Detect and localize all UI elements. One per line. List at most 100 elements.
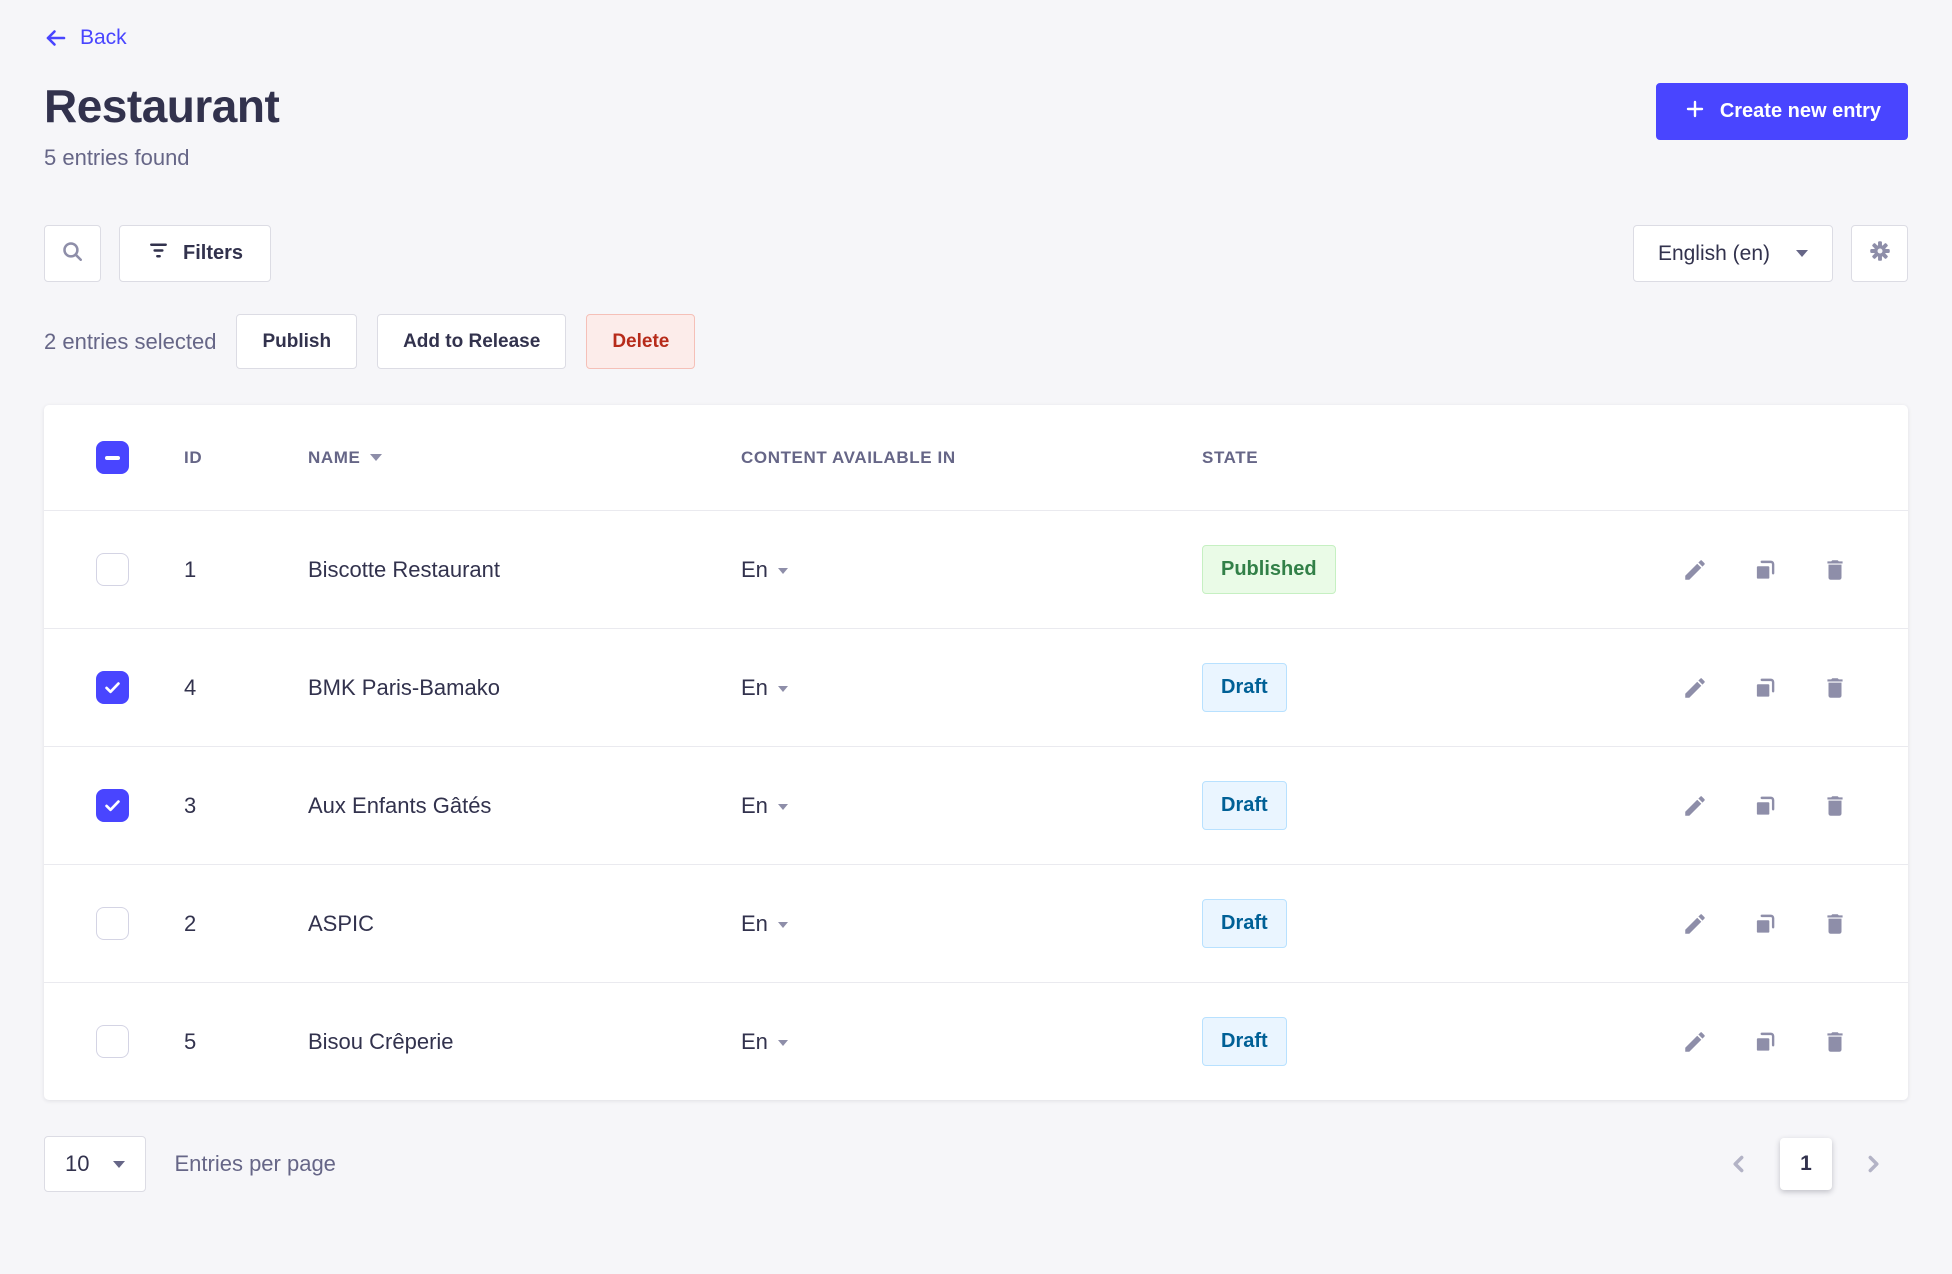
- delete-row-button[interactable]: [1822, 793, 1848, 819]
- trash-icon: [1827, 1031, 1843, 1052]
- row-locale-select[interactable]: En: [741, 557, 1202, 583]
- table-row[interactable]: 1 Biscotte Restaurant En Published: [44, 510, 1908, 628]
- row-name: ASPIC: [308, 910, 375, 936]
- checkmark-icon: [105, 800, 120, 812]
- column-header-content-available-in[interactable]: CONTENT AVAILABLE IN: [741, 447, 956, 467]
- edit-button[interactable]: [1682, 1029, 1708, 1055]
- table-row[interactable]: 4 BMK Paris-Bamako En Draft: [44, 628, 1908, 746]
- trash-icon: [1827, 559, 1843, 580]
- search-button[interactable]: [44, 225, 101, 282]
- column-header-state[interactable]: STATE: [1202, 447, 1259, 467]
- settings-button[interactable]: [1851, 225, 1908, 282]
- pagination-bar: 10 Entries per page 1: [44, 1136, 1908, 1192]
- caret-down-icon: [1796, 250, 1808, 257]
- back-link[interactable]: Back: [44, 26, 127, 50]
- indeterminate-minus-icon: [105, 455, 120, 460]
- duplicate-button[interactable]: [1752, 675, 1778, 701]
- content-manager-page: Back Restaurant 5 entries found Create n…: [44, 26, 1908, 1192]
- edit-button[interactable]: [1682, 793, 1708, 819]
- table-row[interactable]: 5 Bisou Crêperie En Draft: [44, 982, 1908, 1100]
- row-locale-select[interactable]: En: [741, 675, 1202, 701]
- create-new-entry-button[interactable]: Create new entry: [1655, 83, 1908, 140]
- per-page-label: Entries per page: [174, 1151, 336, 1176]
- publish-button[interactable]: Publish: [236, 314, 358, 369]
- delete-row-button[interactable]: [1822, 1029, 1848, 1055]
- pencil-icon: [1685, 795, 1705, 816]
- sort-caret-down-icon: [370, 454, 383, 461]
- row-actions: [1649, 1029, 1848, 1055]
- column-header-name[interactable]: NAME: [308, 448, 741, 468]
- selected-count-text: 2 entries selected: [44, 328, 217, 354]
- duplicate-button[interactable]: [1752, 1029, 1778, 1055]
- edit-button[interactable]: [1682, 557, 1708, 583]
- pencil-icon: [1685, 1031, 1705, 1052]
- row-checkbox[interactable]: [96, 1025, 129, 1058]
- pager: 1: [1726, 1138, 1886, 1190]
- edit-button[interactable]: [1682, 675, 1708, 701]
- row-checkbox[interactable]: [96, 907, 129, 940]
- row-locale-select[interactable]: En: [741, 1029, 1202, 1055]
- row-locale-select[interactable]: En: [741, 911, 1202, 937]
- table-row[interactable]: 2 ASPIC En Draft: [44, 864, 1908, 982]
- copy-icon: [1756, 1032, 1775, 1051]
- locale-selected-value: English (en): [1657, 241, 1770, 265]
- locale-select[interactable]: English (en): [1632, 225, 1833, 282]
- row-locale-value: En: [741, 674, 768, 700]
- row-actions: [1649, 793, 1848, 819]
- toolbar-right: English (en): [1632, 225, 1908, 282]
- row-state-badge: Draft: [1202, 899, 1287, 948]
- header-left: Restaurant 5 entries found: [44, 79, 280, 171]
- delete-button[interactable]: Delete: [586, 314, 696, 369]
- edit-button[interactable]: [1682, 911, 1708, 937]
- select-all-checkbox[interactable]: [96, 441, 129, 474]
- page-1-button[interactable]: 1: [1780, 1138, 1832, 1190]
- row-checkbox[interactable]: [96, 553, 129, 586]
- trash-icon: [1827, 677, 1843, 698]
- duplicate-button[interactable]: [1752, 557, 1778, 583]
- next-page-button[interactable]: [1860, 1151, 1886, 1177]
- entries-count: 5 entries found: [44, 145, 190, 170]
- filters-label: Filters: [183, 242, 244, 264]
- delete-row-button[interactable]: [1822, 557, 1848, 583]
- delete-row-button[interactable]: [1822, 911, 1848, 937]
- row-state-badge: Published: [1202, 545, 1336, 594]
- row-actions: [1649, 911, 1848, 937]
- column-header-id[interactable]: ID: [184, 447, 203, 467]
- table-row[interactable]: 3 Aux Enfants Gâtés En Draft: [44, 746, 1908, 864]
- filters-button[interactable]: Filters: [119, 225, 272, 282]
- row-locale-value: En: [741, 556, 768, 582]
- per-page-select[interactable]: 10: [44, 1136, 147, 1192]
- gear-icon: [1867, 238, 1893, 269]
- copy-icon: [1756, 914, 1775, 933]
- table-body: 1 Biscotte Restaurant En Published 4 BMK…: [44, 510, 1908, 1100]
- row-checkbox[interactable]: [96, 789, 129, 822]
- page-title: Restaurant: [44, 80, 280, 132]
- row-id: 1: [184, 556, 197, 582]
- column-header-name-label: NAME: [308, 447, 361, 467]
- row-id: 2: [184, 910, 197, 936]
- row-name: Bisou Crêperie: [308, 1028, 454, 1054]
- plus-icon: [1683, 97, 1707, 127]
- filter-icon: [147, 239, 170, 268]
- row-actions: [1649, 557, 1848, 583]
- previous-page-button[interactable]: [1726, 1151, 1752, 1177]
- row-name: BMK Paris-Bamako: [308, 674, 500, 700]
- arrow-left-icon: [44, 26, 68, 50]
- row-state-badge: Draft: [1202, 1017, 1287, 1066]
- copy-icon: [1756, 796, 1775, 815]
- row-locale-select[interactable]: En: [741, 793, 1202, 819]
- trash-icon: [1827, 913, 1843, 934]
- delete-row-button[interactable]: [1822, 675, 1848, 701]
- row-locale-value: En: [741, 910, 768, 936]
- create-button-label: Create new entry: [1719, 100, 1881, 122]
- pencil-icon: [1685, 677, 1705, 698]
- per-page-value: 10: [65, 1151, 90, 1176]
- row-checkbox[interactable]: [96, 671, 129, 704]
- duplicate-button[interactable]: [1752, 911, 1778, 937]
- row-id: 3: [184, 792, 197, 818]
- add-to-release-button[interactable]: Add to Release: [377, 314, 567, 369]
- row-state-badge: Draft: [1202, 663, 1287, 712]
- duplicate-button[interactable]: [1752, 793, 1778, 819]
- back-label: Back: [80, 26, 127, 49]
- row-name: Biscotte Restaurant: [308, 556, 500, 582]
